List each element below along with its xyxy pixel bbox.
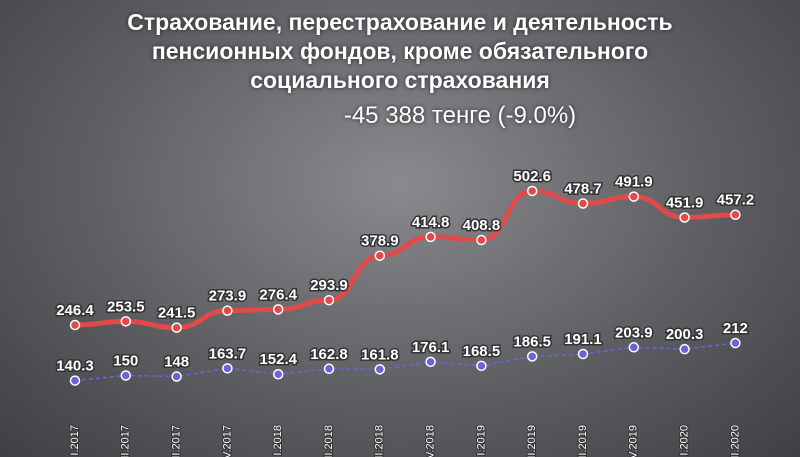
x-tick-label: II.2020 (729, 425, 741, 457)
point (323, 363, 335, 375)
x-tick-label: IV.2019 (628, 425, 640, 457)
point (222, 363, 233, 374)
x-tick-label: I.2020 (679, 425, 691, 456)
series-line (74, 188, 736, 331)
point (120, 370, 132, 381)
point (272, 304, 284, 315)
point (69, 375, 81, 386)
series-line (74, 342, 736, 382)
value-label: 478.7 (564, 180, 602, 197)
point (171, 371, 182, 382)
point (476, 234, 487, 246)
x-tick-label: III.2019 (577, 425, 589, 457)
x-tick-label: IV.2017 (221, 425, 233, 457)
value-label: 273.9 (209, 288, 247, 305)
value-label: 276.4 (259, 286, 297, 303)
point (730, 209, 741, 220)
value-label: 212 (723, 320, 748, 337)
value-label: 162.8 (310, 346, 348, 363)
point (679, 212, 690, 223)
value-label: 378.9 (361, 233, 399, 250)
value-label: 150 (113, 352, 138, 369)
point (628, 342, 640, 353)
value-label: 200.3 (666, 326, 704, 343)
point (730, 337, 741, 349)
value-label: 253.5 (107, 298, 145, 315)
point (323, 294, 335, 306)
x-tick-label: III.2017 (171, 425, 183, 457)
point (526, 351, 538, 362)
point (577, 198, 589, 209)
point (374, 250, 386, 261)
chart-title: Страхование, перестрахование и деятельно… (127, 9, 673, 93)
point (374, 364, 386, 375)
point (272, 368, 284, 380)
value-label: 148 (164, 354, 189, 371)
x-tick-label: II.2017 (120, 425, 132, 457)
point (679, 343, 690, 355)
point (120, 316, 132, 327)
point (425, 231, 436, 243)
value-label: 191.1 (564, 331, 602, 348)
point (577, 348, 589, 360)
value-label: 451.9 (666, 194, 704, 211)
value-label: 163.7 (209, 345, 247, 362)
value-label: 176.1 (412, 339, 450, 356)
value-label: 203.9 (615, 324, 653, 341)
point (171, 322, 182, 333)
chart-subtitle: -45 388 тенге (-9.0%) (343, 102, 577, 129)
point (69, 319, 81, 331)
x-tick-label: I.2017 (69, 425, 81, 456)
value-label: 168.5 (463, 343, 501, 360)
value-label: 186.5 (513, 333, 551, 350)
value-label: 457.2 (717, 192, 755, 209)
x-tick-label: I.2019 (475, 425, 487, 456)
point (628, 191, 640, 202)
value-label: 408.8 (463, 217, 501, 234)
x-tick-label: II.2019 (526, 425, 538, 457)
value-label: 241.5 (158, 305, 196, 322)
point (222, 305, 233, 316)
value-label: 140.3 (56, 358, 94, 375)
point (526, 185, 538, 197)
value-label: 293.9 (310, 277, 348, 294)
x-tick-label: I.2018 (272, 425, 284, 456)
value-label: 161.8 (361, 346, 399, 363)
value-label: 491.9 (615, 174, 653, 191)
value-label: 246.4 (56, 302, 94, 319)
x-tick-label: IV.2018 (425, 425, 437, 457)
point (476, 360, 487, 372)
x-tick-label: III.2018 (374, 425, 386, 457)
x-tick-label: II.2018 (323, 425, 335, 457)
point (425, 356, 436, 368)
value-label: 152.4 (259, 351, 297, 368)
value-label: 414.8 (412, 214, 450, 231)
value-label: 502.6 (513, 168, 551, 185)
